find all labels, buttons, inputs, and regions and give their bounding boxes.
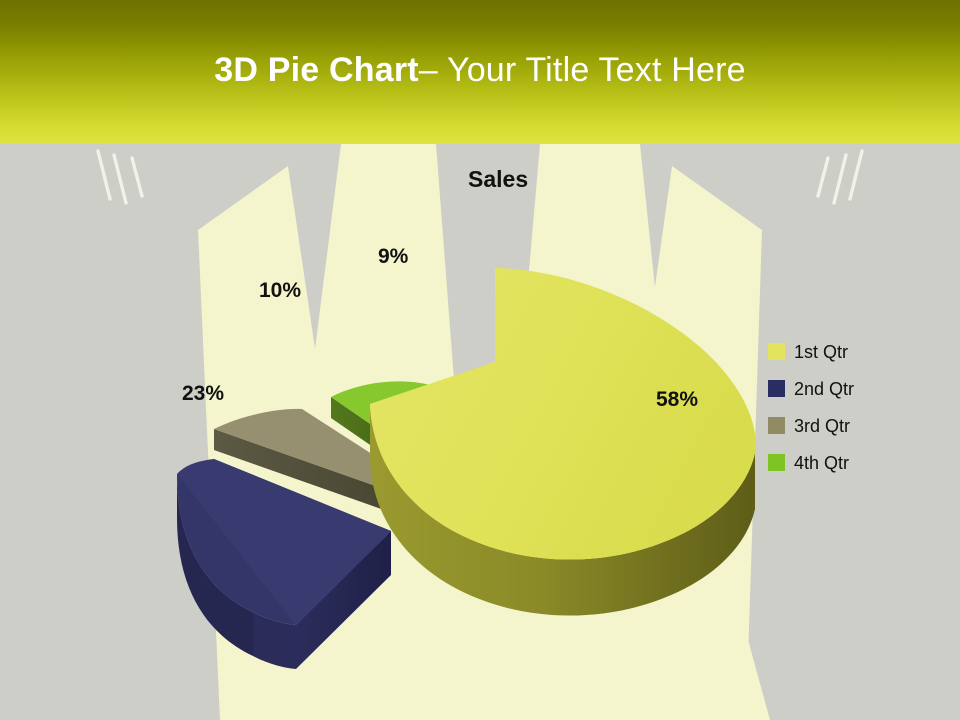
legend-label-1st-qtr: 1st Qtr [794, 341, 849, 362]
pie-chart [0, 144, 960, 720]
page-title-bold: 3D Pie Chart [214, 51, 419, 89]
pie-slice-2nd-qtr-arc-side-2 [253, 612, 296, 669]
page-title-rest: – Your Title Text Here [418, 51, 746, 89]
pie-slice-2nd-qtr-top-hi [177, 459, 391, 625]
legend-label-4th-qtr: 4th Qtr [794, 452, 850, 473]
pie-slice-3rd-qtr-top [214, 408, 420, 496]
legend-item-3rd-qtr[interactable]: 3rd Qtr [768, 407, 898, 444]
pie-slice-2nd-qtr-arc-side [177, 474, 253, 656]
chart-title: Sales [468, 166, 529, 192]
pie-label-3rd-qtr: 10% [259, 279, 302, 302]
spotlight-pool [222, 574, 770, 720]
pie-label-4th-qtr: 9% [378, 245, 409, 268]
pie-slice-2nd-qtr-side [296, 531, 391, 669]
legend-swatch-3rd-qtr [768, 417, 785, 434]
legend-label-3rd-qtr: 3rd Qtr [794, 415, 851, 436]
pie-slice-3rd-qtr-side [214, 429, 404, 517]
pie-label-2nd-qtr: 23% [182, 382, 225, 405]
legend-label-2nd-qtr: 2nd Qtr [794, 378, 855, 399]
legend-item-4th-qtr[interactable]: 4th Qtr [768, 444, 898, 481]
pie-slice-1st-qtr-side [370, 404, 755, 616]
pie-label-1st-qtr: 58% [656, 388, 699, 411]
pie-slice-1st-qtr-top [370, 268, 756, 560]
title-banner: 3D Pie Chart– Your Title Text Here [0, 0, 960, 144]
legend-swatch-1st-qtr [768, 343, 785, 360]
chart-legend: 1st Qtr 2nd Qtr 3rd Qtr 4th Qtr [768, 333, 898, 481]
light-rays-left [96, 149, 144, 205]
pie-slice-2nd-qtr[interactable] [177, 459, 391, 669]
legend-item-2nd-qtr[interactable]: 2nd Qtr [768, 370, 898, 407]
legend-item-1st-qtr[interactable]: 1st Qtr [768, 333, 898, 370]
pie-chart-graphic [177, 268, 756, 669]
legend-swatch-4th-qtr [768, 454, 785, 471]
pie-slice-1st-qtr[interactable] [370, 268, 756, 616]
legend-swatch-2nd-qtr [768, 380, 785, 397]
light-rays-right [816, 149, 864, 205]
page-title: 3D Pie Chart– Your Title Text Here [0, 50, 960, 90]
